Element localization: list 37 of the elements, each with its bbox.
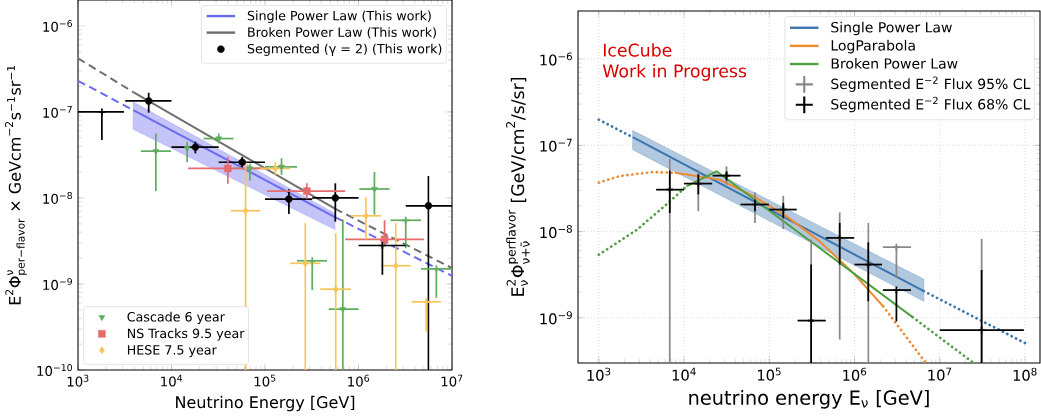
legend-label: Broken Power Law (This work) [248,27,436,39]
x-tick-label: 10$^{4}$ [672,367,696,381]
y-tick-label: 10$^{−6}$ [540,52,572,66]
x-tick-label: 10$^{5}$ [757,367,781,381]
legend-label: Single Power Law [831,21,952,36]
x-tick-label: 10$^{7}$ [441,374,463,387]
y-axis-title: $\text{E}^{\text{2}}\text{Φ}^{\text{ν}}_{\text{per−flavor}}\text{ × GeVcm}^{\text{−2}}\text{s}^{\text{−1}}\text{sr}^{\text{−1}}$ [5,65,27,305]
y-tick-label: 10$^{−6}$ [43,19,73,32]
legend-label: LogParabola [831,39,915,54]
x-tick-label: 10$^{6}$ [843,367,867,381]
legend-label: Segmented (γ = 2) (This work) [247,43,442,56]
x-tick-label: 10$^{3}$ [67,374,89,387]
x-tick-label: 10$^{7}$ [928,367,952,381]
annotation: IceCube [603,43,672,57]
y-tick-label: 10$^{−7}$ [43,106,72,118]
x-axis-title: Neutrino Energy [GeV] [176,395,355,412]
legend-label: Cascade 6 year [127,311,225,325]
legend-label: Segmented E$^{−2}$ Flux 95% CL [831,76,1031,92]
x-tick-label: 10$^{5}$ [254,374,276,387]
y-tick-label: 10$^{−8}$ [43,191,72,204]
y-tick-label: 10$^{−10}$ [37,364,73,376]
x-tick-label: 10$^{4}$ [161,374,183,387]
y-axis-title: $\text{E}^{\text{2}}_{\text{ν}}\text{Φ}^{\text{perflavor}}_{\text{ν+ν̄}}\text{ [GeV/cm}^{\text{2}}\text{/s/sr]}$ [506,78,530,296]
legend-label: Broken Power Law [831,57,958,69]
legend-label: Segmented E$^{−2}$ Flux 68% CL [831,96,1031,113]
legend-label: NS Tracks 9.5 year [127,328,245,341]
y-tick-label: 10$^{−7}$ [540,138,572,152]
x-axis-title: neutrino energy E$_{ν}$ [GeV] [689,389,929,409]
annotation: Work in Progress [602,64,747,81]
legend-label: Single Power Law (This work) [247,10,431,23]
x-tick-label: 10$^{8}$ [1013,367,1037,381]
y-tick-label: 10$^{−9}$ [43,278,72,290]
x-tick-label: 10$^{3}$ [587,367,611,381]
x-tick-label: 10$^{6}$ [348,374,370,387]
legend-label: HESE 7.5 year [127,345,217,358]
y-tick-label: 10$^{−8}$ [540,225,572,239]
y-tick-label: 10$^{−9}$ [540,311,572,325]
